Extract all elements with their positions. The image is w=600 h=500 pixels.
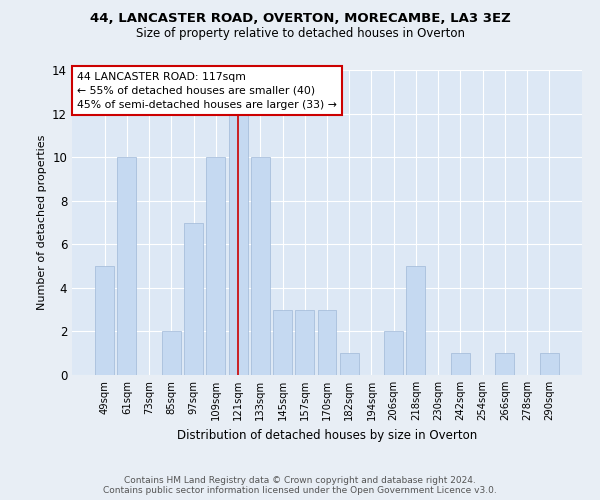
- Bar: [451, 353, 470, 375]
- Text: Contains public sector information licensed under the Open Government Licence v3: Contains public sector information licen…: [103, 486, 497, 495]
- Bar: [496, 353, 514, 375]
- Bar: [229, 114, 248, 375]
- Text: Size of property relative to detached houses in Overton: Size of property relative to detached ho…: [136, 28, 464, 40]
- Bar: [118, 157, 136, 375]
- Bar: [206, 157, 225, 375]
- Text: Contains HM Land Registry data © Crown copyright and database right 2024.: Contains HM Land Registry data © Crown c…: [124, 476, 476, 485]
- Bar: [162, 332, 181, 375]
- Y-axis label: Number of detached properties: Number of detached properties: [37, 135, 47, 310]
- Bar: [184, 222, 203, 375]
- Text: 44 LANCASTER ROAD: 117sqm
← 55% of detached houses are smaller (40)
45% of semi-: 44 LANCASTER ROAD: 117sqm ← 55% of detac…: [77, 72, 337, 110]
- Bar: [251, 157, 270, 375]
- Bar: [540, 353, 559, 375]
- Bar: [95, 266, 114, 375]
- Bar: [273, 310, 292, 375]
- Bar: [384, 332, 403, 375]
- Text: 44, LANCASTER ROAD, OVERTON, MORECAMBE, LA3 3EZ: 44, LANCASTER ROAD, OVERTON, MORECAMBE, …: [89, 12, 511, 26]
- X-axis label: Distribution of detached houses by size in Overton: Distribution of detached houses by size …: [177, 428, 477, 442]
- Bar: [295, 310, 314, 375]
- Bar: [406, 266, 425, 375]
- Bar: [317, 310, 337, 375]
- Bar: [340, 353, 359, 375]
